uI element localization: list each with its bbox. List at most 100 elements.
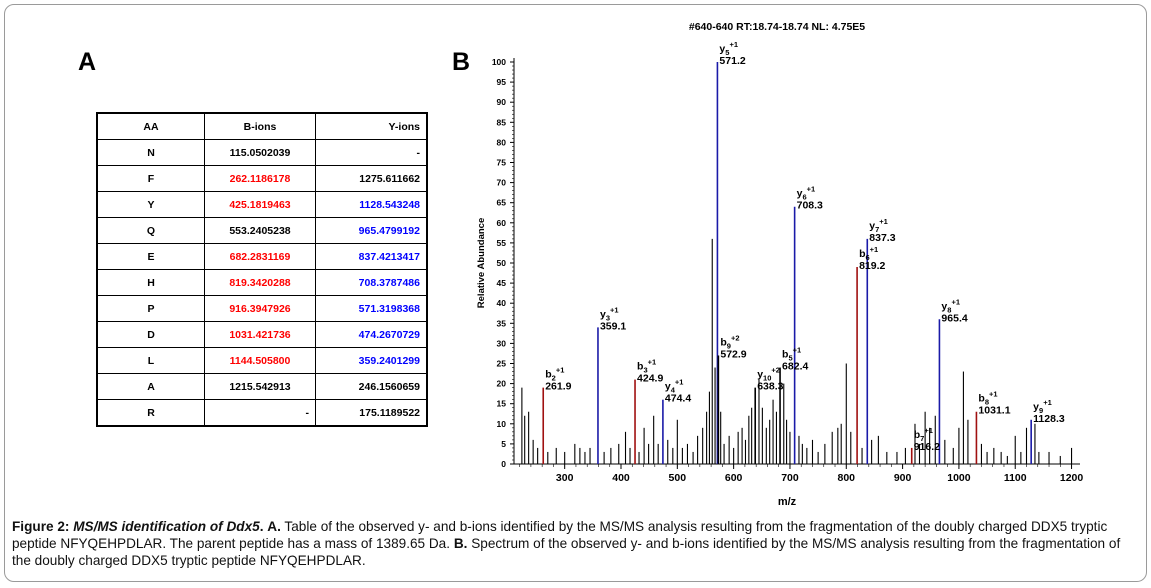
cell-y-ion: - [315,139,428,166]
table-row: H 819.3420288 708.3787486 [96,269,428,296]
ion-peak-mz: 474.4 [665,393,691,405]
header-aa: AA [96,112,205,140]
ion-peak-mz: 819.2 [859,260,885,272]
y-tick-label: 60 [497,218,507,228]
ion-peak-mz: 682.4 [782,361,808,373]
cell-y-ion: 571.3198368 [315,295,428,322]
ion-table: AA B-ions Y-ions N 115.0502039- F 262.11861… [96,112,428,427]
cell-y-ion: 246.1560659 [315,373,428,400]
ion-peak-mz: 571.2 [719,55,745,67]
table-row: N 115.0502039- [96,139,428,166]
caption-part-a-text: Table of the observed y- and b-ions iden… [12,519,1108,551]
ion-peak-mz: 1128.3 [1033,413,1065,425]
y-tick-label: 100 [492,57,506,67]
cell-b-ion: 553.2405238 [204,217,316,244]
header-y-ions: Y-ions [315,112,428,140]
y-tick-label: 85 [497,117,507,127]
x-tick-label: 300 [556,472,574,484]
y-tick-label: 15 [497,399,507,409]
ion-peak-mz: 424.9 [637,373,663,385]
ion-peak-mz: 916.2 [914,441,940,453]
y-tick-label: 95 [497,77,507,87]
y-tick-label: 45 [497,278,507,288]
x-tick-label: 1000 [947,472,971,484]
figure-frame [4,4,1147,582]
ms-spectrum-chart: #640-640 RT:18.74-18.74 NL: 4.75E5 0 5 10 15… [476,21,1084,508]
cell-b-ion: 425.1819463 [204,191,316,218]
chart-title: #640-640 RT:18.74-18.74 NL: 4.75E5 [689,21,865,33]
ion-peak-mz: 965.4 [941,312,967,324]
y-tick-label: 50 [497,258,507,268]
ion-peak-label: y8+1 [941,297,960,314]
ion-peak-mz: 638.3 [757,381,783,393]
cell-y-ion: 359.2401299 [315,347,428,374]
caption-part-b-text: Spectrum of the observed y- and b-ions i… [12,536,1121,568]
ion-peak-label: b7+1 [914,426,933,443]
cell-y-ion: 1128.543248 [315,191,428,218]
table-row: R -175.1189522 [96,399,428,427]
x-tick-label: 600 [725,472,743,484]
cell-y-ion: 1275.611662 [315,165,428,192]
table-row: Y 425.1819463 1128.543248 [96,191,428,218]
ion-peak-label: y9+1 [1033,398,1052,415]
ion-peak-label: b8+1 [978,390,997,407]
x-tick-label: 700 [781,472,799,484]
ion-peak-label: b6+1 [859,245,878,262]
cell-aa: E [96,243,205,270]
cell-b-ion: 916.3947926 [204,295,316,322]
ion-peak-label: y10+2 [757,366,780,383]
y-tick-label: 30 [497,338,507,348]
cell-b-ion: - [204,399,316,427]
cell-aa: Q [96,217,205,244]
ion-peak-mz: 261.9 [545,381,571,393]
ion-peak-label: b5+1 [782,346,801,363]
cell-y-ion: 175.1189522 [315,399,428,427]
ion-peak-label: b2+1 [545,366,564,383]
y-tick-label: 10 [497,419,507,429]
y-tick-label: 5 [501,439,506,449]
panel-b-label: B [452,48,471,76]
y-tick-label: 75 [497,158,507,168]
ion-peak-label: y4+1 [665,378,684,395]
y-tick-label: 35 [497,318,507,328]
ion-peak-label: y5+1 [719,40,738,57]
y-tick-label: 65 [497,198,507,208]
y-tick-label: 25 [497,359,507,369]
cell-y-ion: 708.3787486 [315,269,428,296]
cell-b-ion: 1031.421736 [204,321,316,348]
ion-peak-label: b9+2 [720,333,739,350]
cell-b-ion: 819.3420288 [204,269,316,296]
table-header-row: AA B-ions Y-ions [96,112,428,140]
figure-caption: Figure 2: MS/MS identification of Ddx5. … [12,519,1121,568]
table-body: N 115.0502039- F 262.1186178 1275.611662 Y 425… [96,139,428,427]
y-tick-label: 0 [501,459,506,469]
ion-peak-label: y3+1 [600,305,619,322]
ion-peak-mz: 708.3 [797,200,823,212]
panel-a-label: A [78,48,97,76]
x-tick-label: 900 [894,472,912,484]
ion-peak-label: b3+1 [637,358,656,375]
y-tick-label: 80 [497,137,507,147]
x-axis-label: m/z [778,496,797,508]
cell-aa: L [96,347,205,374]
x-tick-label: 800 [838,472,856,484]
cell-y-ion: 474.2670729 [315,321,428,348]
ion-peak-label: y6+1 [797,185,816,202]
x-tick-label: 1200 [1060,472,1084,484]
cell-y-ion: 837.4213417 [315,243,428,270]
ion-peak-mz: 359.1 [600,320,626,332]
caption-fig-title: MS/MS identification of Ddx5 [73,519,260,534]
cell-b-ion: 1215.542913 [204,373,316,400]
y-tick-label: 70 [497,178,507,188]
x-tick-label: 500 [669,472,687,484]
y-tick-label: 90 [497,97,507,107]
y-tick-label: 40 [497,298,507,308]
ion-peak-label: y7+1 [869,217,888,234]
y-tick-label: 20 [497,379,507,389]
cell-aa: Y [96,191,205,218]
cell-aa: H [96,269,205,296]
table-row: A 1215.542913 246.1560659 [96,373,428,400]
ion-peak-mz: 837.3 [869,232,895,244]
y-tick-label: 55 [497,238,507,248]
table-row: D 1031.421736 474.2670729 [96,321,428,348]
